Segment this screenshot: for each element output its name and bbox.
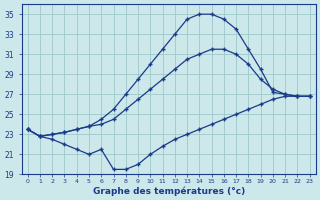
X-axis label: Graphe des températures (°c): Graphe des températures (°c) — [92, 186, 245, 196]
